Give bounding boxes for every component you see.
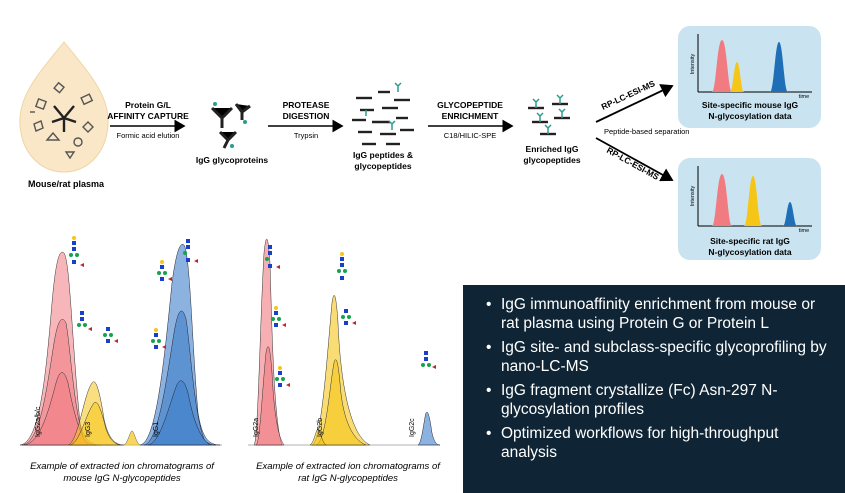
rat-glycan-icons xyxy=(265,245,436,387)
workflow-diagram: Mouse/rat plasma Protein G/L AFFINITY CA… xyxy=(19,26,821,260)
step2-title-1: PROTEASE xyxy=(283,100,330,110)
rat-chromatogram: IgG2a IgG2b IgG2c Example of extracted i… xyxy=(248,239,441,484)
rat-red-peak xyxy=(712,174,732,226)
rat-peak-label-0: IgG2a xyxy=(253,418,260,437)
summary-bullet-4: Optimized workflows for high-throughput … xyxy=(486,424,827,462)
enriched-label-2: glycopeptides xyxy=(523,155,580,165)
summary-bullet-3: IgG fragment crystallize (Fc) Asn-297 N-… xyxy=(486,381,827,419)
mouse-title-2: N-glycosylation data xyxy=(708,111,791,121)
rat-peak-label-2: IgG2c xyxy=(409,418,416,437)
mouse-glycan-icons xyxy=(69,236,198,349)
plasma-drop xyxy=(19,41,109,173)
mouse-red-peak xyxy=(712,40,732,92)
mouse-yellow-traces xyxy=(67,381,125,446)
mouse-yellow-peak xyxy=(730,62,744,92)
lcms-lower: RP-LC-ESI-MS xyxy=(605,145,661,182)
mouse-caption-1: Example of extracted ion chromatograms o… xyxy=(30,461,215,472)
rat-x-label: time xyxy=(799,228,809,234)
arrow-to-rat xyxy=(595,137,674,182)
rat-caption-1: Example of extracted ion chromatograms o… xyxy=(256,461,441,472)
rat-peak-label-1: IgG2b xyxy=(317,418,324,437)
rat-blue-traces xyxy=(417,411,441,446)
mouse-blue-traces xyxy=(139,244,221,446)
rat-result-panel: Intensity time Site-specific rat IgG N-g… xyxy=(678,158,821,260)
rat-caption-2: rat IgG N-glycopeptides xyxy=(298,473,398,484)
glycoproteins-icon xyxy=(210,102,251,149)
mouse-caption-2: mouse IgG N-glycopeptides xyxy=(63,473,180,484)
summary-box: IgG immunoaffinity enrichment from mouse… xyxy=(463,285,845,493)
rat-title-1: Site-specific rat IgG xyxy=(710,236,790,246)
rat-y-label: Intensity xyxy=(690,186,696,207)
peptides-icon xyxy=(352,82,414,146)
mouse-title-1: Site-specific mouse IgG xyxy=(702,100,799,110)
mouse-y-label: Intensity xyxy=(690,54,696,75)
peptides-label-1: IgG peptides & xyxy=(353,150,413,160)
summary-bullet-1: IgG immunoaffinity enrichment from mouse… xyxy=(486,295,827,333)
step1-title-2: AFFINITY CAPTURE xyxy=(107,111,189,121)
step1-title-1: Protein G/L xyxy=(125,100,171,110)
arrow-to-mouse xyxy=(595,84,674,123)
mouse-peak-label-0: IgG2a/b/c xyxy=(35,406,42,437)
step3-title-2: ENRICHMENT xyxy=(442,111,499,121)
mouse-result-panel: Intensity time Site-specific mouse IgG N… xyxy=(678,26,821,128)
separation-label: Peptide-based separation xyxy=(604,127,689,136)
rat-yellow-traces xyxy=(309,295,371,446)
step2-sub: Trypsin xyxy=(294,131,318,140)
chromatograms: IgG2a/b/c IgG3 IgG1 Example of extracted… xyxy=(19,236,441,484)
rat-yellow-peak xyxy=(744,176,762,226)
glycoproteins-label: IgG glycoproteins xyxy=(196,155,269,165)
summary-bullet-2: IgG site- and subclass-specific glycopro… xyxy=(486,338,827,376)
mouse-chromatogram: IgG2a/b/c IgG3 IgG1 Example of extracted… xyxy=(19,236,222,484)
enriched-icon xyxy=(528,94,570,136)
summary-list: IgG immunoaffinity enrichment from mouse… xyxy=(485,295,827,462)
enriched-label-1: Enriched IgG xyxy=(526,144,579,154)
rat-blue-peak xyxy=(783,202,797,226)
step2-title-2: DIGESTION xyxy=(283,111,330,121)
step3-title-1: GLYCOPEPTIDE xyxy=(437,100,503,110)
step3-sub: C18/HILIC-SPE xyxy=(444,131,497,140)
mouse-peak-label-2: IgG1 xyxy=(153,422,160,437)
mouse-peak-label-1: IgG3 xyxy=(85,422,92,437)
mouse-x-label: time xyxy=(799,94,809,100)
rat-red-traces xyxy=(253,239,285,446)
mouse-blue-peak xyxy=(770,42,788,92)
rat-title-2: N-glycosylation data xyxy=(708,247,791,257)
plasma-label: Mouse/rat plasma xyxy=(28,179,105,189)
peptides-label-2: glycopeptides xyxy=(354,161,411,171)
step1-sub: Formic acid elution xyxy=(117,131,180,140)
